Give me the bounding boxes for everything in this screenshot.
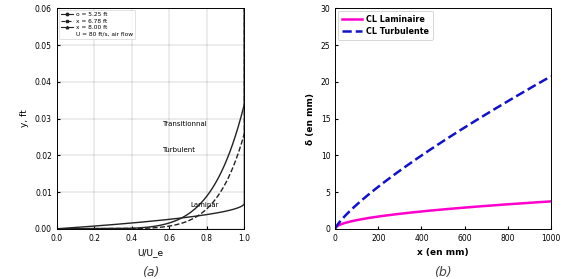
CL Laminaire	[431, 208, 438, 212]
CL Laminaire	[541, 200, 548, 203]
Y-axis label: y, ft: y, ft	[20, 110, 30, 128]
CL Turbulente	[502, 101, 508, 105]
CL Turbulente	[437, 141, 444, 145]
CL Laminaire	[541, 200, 548, 203]
Text: Laminar: Laminar	[190, 202, 219, 208]
Text: (a): (a)	[142, 266, 159, 279]
Text: (b): (b)	[435, 266, 452, 279]
Line: CL Turbulente: CL Turbulente	[335, 76, 551, 229]
Legend: CL Laminaire, CL Turbulente: CL Laminaire, CL Turbulente	[337, 11, 433, 40]
CL Turbulente	[548, 74, 554, 78]
CL Turbulente	[332, 227, 339, 230]
CL Laminaire	[548, 200, 554, 203]
Text: Turbulent: Turbulent	[162, 147, 195, 153]
CL Laminaire	[332, 227, 339, 230]
CL Laminaire	[437, 208, 444, 211]
X-axis label: x (en mm): x (en mm)	[417, 248, 469, 257]
Line: CL Laminaire: CL Laminaire	[335, 201, 551, 228]
X-axis label: U/U_e: U/U_e	[137, 248, 164, 257]
CL Laminaire	[502, 203, 508, 206]
CL Laminaire	[343, 221, 350, 224]
Legend: o = 5.25 ft, x = 6.78 ft, x = 8.00 ft, U = 80 ft/s, air flow: o = 5.25 ft, x = 6.78 ft, x = 8.00 ft, U…	[59, 10, 135, 39]
Y-axis label: δ (en mm): δ (en mm)	[306, 93, 315, 145]
CL Turbulente	[343, 213, 350, 216]
CL Turbulente	[431, 145, 438, 148]
CL Turbulente	[541, 78, 548, 81]
Text: Transitionnal: Transitionnal	[162, 121, 207, 127]
CL Turbulente	[541, 78, 548, 81]
